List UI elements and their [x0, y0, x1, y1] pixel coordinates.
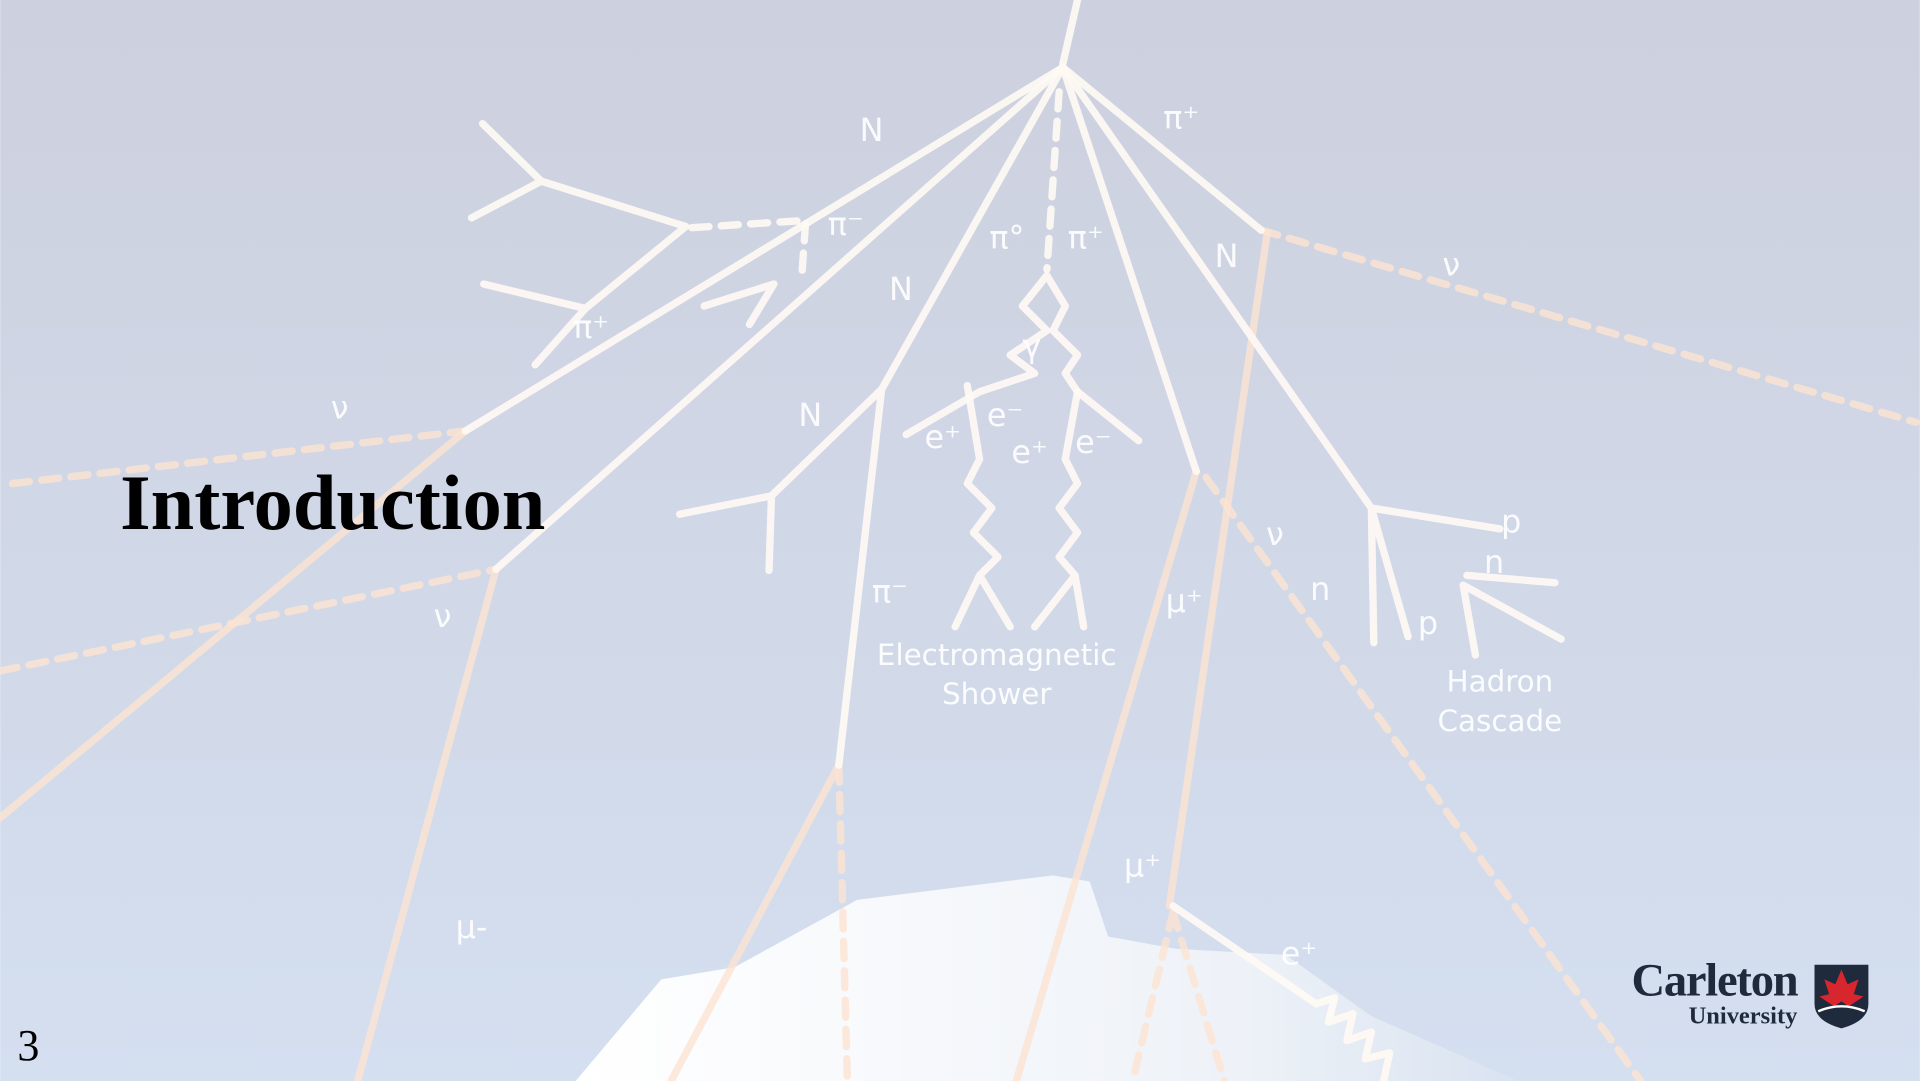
diagram-label: e⁺	[924, 418, 960, 456]
logo-subtitle: University	[1689, 1002, 1798, 1029]
diagram-label: γ	[1022, 327, 1041, 365]
diagram-label: ν	[1266, 515, 1284, 553]
diagram-label: Electromagnetic	[877, 638, 1117, 672]
diagram-label: ν	[1442, 245, 1460, 283]
diagram-label: p	[1501, 503, 1521, 541]
diagram-label: π°	[989, 219, 1024, 257]
diagram-label: ν	[434, 597, 452, 635]
diagram-label: π⁺	[573, 308, 609, 346]
diagram-label: π⁺	[1163, 99, 1199, 137]
page: N π⁺ π⁻ π⁺ N π° π⁺ N ν N γ e⁺ e⁻ e⁺ e⁻ ν…	[0, 0, 1920, 1081]
diagram-label: N	[798, 396, 822, 434]
diagram-label: ν	[331, 389, 349, 427]
diagram-label: μ-	[456, 908, 488, 946]
diagram-label: e⁺	[1011, 433, 1047, 471]
diagram-label: Shower	[942, 677, 1052, 711]
diagram-label: Hadron	[1447, 665, 1554, 699]
diagram-label: π⁺	[1068, 219, 1104, 257]
diagram-label: n	[1310, 570, 1330, 608]
diagram-label: μ⁺	[1166, 582, 1203, 620]
diagram-label: π⁻	[872, 572, 908, 610]
diagram-label: p	[1418, 604, 1438, 642]
diagram-label: μ⁺	[1124, 847, 1161, 885]
diagram-label: N	[1215, 237, 1239, 275]
slide: N π⁺ π⁻ π⁺ N π° π⁺ N ν N γ e⁺ e⁻ e⁺ e⁻ ν…	[0, 0, 1920, 1081]
slide-title: Introduction	[120, 459, 545, 546]
logo-name: Carleton	[1631, 955, 1798, 1006]
diagram-label: Cascade	[1438, 704, 1563, 738]
diagram-label: N	[889, 270, 913, 308]
diagram-label: N	[860, 111, 884, 149]
diagram-label: n	[1484, 543, 1504, 581]
diagram-label: e⁺	[1281, 935, 1317, 973]
diagram-label: e⁻	[987, 396, 1023, 434]
page-number: 3	[17, 1021, 39, 1070]
diagram-label: e⁻	[1075, 423, 1111, 461]
diagram-label: π⁻	[828, 205, 864, 243]
